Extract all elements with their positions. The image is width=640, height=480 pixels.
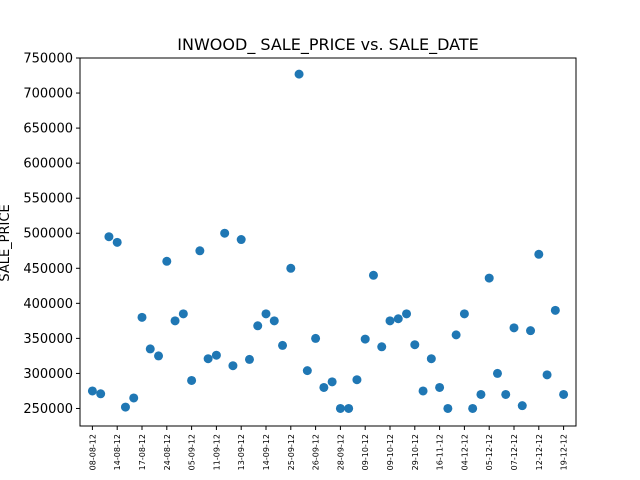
data-point — [311, 333, 321, 343]
data-point — [344, 403, 354, 413]
data-point — [526, 326, 536, 336]
data-point — [87, 386, 97, 396]
data-point — [492, 368, 502, 378]
data-point — [484, 273, 494, 283]
data-point — [154, 351, 164, 361]
data-point — [112, 237, 122, 247]
data-point — [393, 314, 403, 324]
data-point — [534, 249, 544, 259]
data-point — [269, 316, 279, 326]
plot-area — [79, 57, 577, 427]
x-tick-label: 09-10-12 — [361, 434, 370, 470]
data-point — [145, 344, 155, 354]
data-point — [319, 382, 329, 392]
data-point — [327, 377, 337, 387]
data-point — [220, 228, 230, 238]
data-points — [87, 69, 569, 413]
data-point — [120, 402, 130, 412]
x-tick-label: 14-08-12 — [113, 434, 122, 470]
data-point — [187, 375, 197, 385]
data-point — [517, 401, 527, 411]
data-point — [509, 323, 519, 333]
data-point — [137, 312, 147, 322]
data-point — [443, 403, 453, 413]
x-tick-label: 16-11-12 — [436, 434, 445, 470]
data-point — [195, 246, 205, 256]
data-point — [550, 305, 560, 315]
data-point — [170, 316, 180, 326]
data-point — [286, 263, 296, 273]
y-tick-label: 550000 — [23, 192, 73, 207]
x-tick-label: 12-12-12 — [535, 434, 544, 470]
y-tick-label: 450000 — [23, 262, 73, 277]
x-tick-label: 19-12-12 — [560, 434, 569, 470]
x-tick-label: 26-09-12 — [312, 434, 321, 470]
x-tick-label: 09-10-12 — [386, 434, 395, 470]
data-point — [468, 403, 478, 413]
y-tick-label: 300000 — [23, 367, 73, 382]
data-point — [335, 403, 345, 413]
data-point — [451, 330, 461, 340]
x-tick-label: 04-12-12 — [460, 434, 469, 470]
data-point — [360, 334, 370, 344]
data-point — [178, 309, 188, 319]
data-point — [501, 389, 511, 399]
y-axis: 250000 300000 350000 400000 450000 500000 5500… — [23, 52, 80, 417]
x-tick-label: 24-08-12 — [163, 434, 172, 470]
x-tick-label: 08-08-12 — [88, 434, 97, 470]
data-point — [435, 382, 445, 392]
x-tick-label: 07-12-12 — [510, 434, 519, 470]
data-point — [203, 354, 213, 364]
y-tick-label: 700000 — [23, 87, 73, 102]
data-point — [410, 340, 420, 350]
x-tick-label: 14-09-12 — [262, 434, 271, 470]
data-point — [244, 354, 254, 364]
data-point — [559, 389, 569, 399]
data-point — [96, 389, 106, 399]
x-tick-label: 25-09-12 — [287, 434, 296, 470]
x-tick-label: 17-08-12 — [138, 434, 147, 470]
data-point — [542, 370, 552, 380]
data-point — [302, 366, 312, 376]
x-tick-label: 05-12-12 — [485, 434, 494, 470]
y-tick-label: 400000 — [23, 297, 73, 312]
y-tick-label: 750000 — [23, 52, 73, 67]
x-tick-label: 05-09-12 — [188, 434, 197, 470]
data-point — [228, 361, 238, 371]
data-point — [352, 375, 362, 385]
data-point — [476, 389, 486, 399]
data-point — [129, 393, 139, 403]
x-tick-label: 13-09-12 — [237, 434, 246, 470]
x-axis: 08-08-12 14-08-12 17-08-12 24-08-12 05-09-12… — [88, 426, 569, 470]
data-point — [385, 316, 395, 326]
data-point — [402, 309, 412, 319]
data-point — [377, 342, 387, 352]
data-point — [278, 340, 288, 350]
data-point — [162, 256, 172, 266]
data-point — [426, 354, 436, 364]
x-tick-label: 29-10-12 — [411, 434, 420, 470]
y-tick-label: 600000 — [23, 157, 73, 172]
data-point — [253, 321, 263, 331]
y-tick-label: 250000 — [23, 402, 73, 417]
data-point — [211, 350, 221, 360]
chart-title: INWOOD_ SALE_PRICE vs. SALE_DATE — [177, 35, 478, 55]
data-point — [459, 309, 469, 319]
data-point — [261, 309, 271, 319]
data-point — [294, 69, 304, 79]
y-tick-label: 350000 — [23, 332, 73, 347]
data-point — [104, 232, 114, 242]
y-tick-label: 650000 — [23, 122, 73, 137]
data-point — [236, 235, 246, 245]
y-axis-label: SALE_PRICE — [0, 204, 13, 281]
x-tick-label: 28-09-12 — [336, 434, 345, 470]
data-point — [368, 270, 378, 280]
x-tick-label: 11-09-12 — [212, 434, 221, 470]
data-point — [418, 386, 428, 396]
y-tick-label: 500000 — [23, 227, 73, 242]
